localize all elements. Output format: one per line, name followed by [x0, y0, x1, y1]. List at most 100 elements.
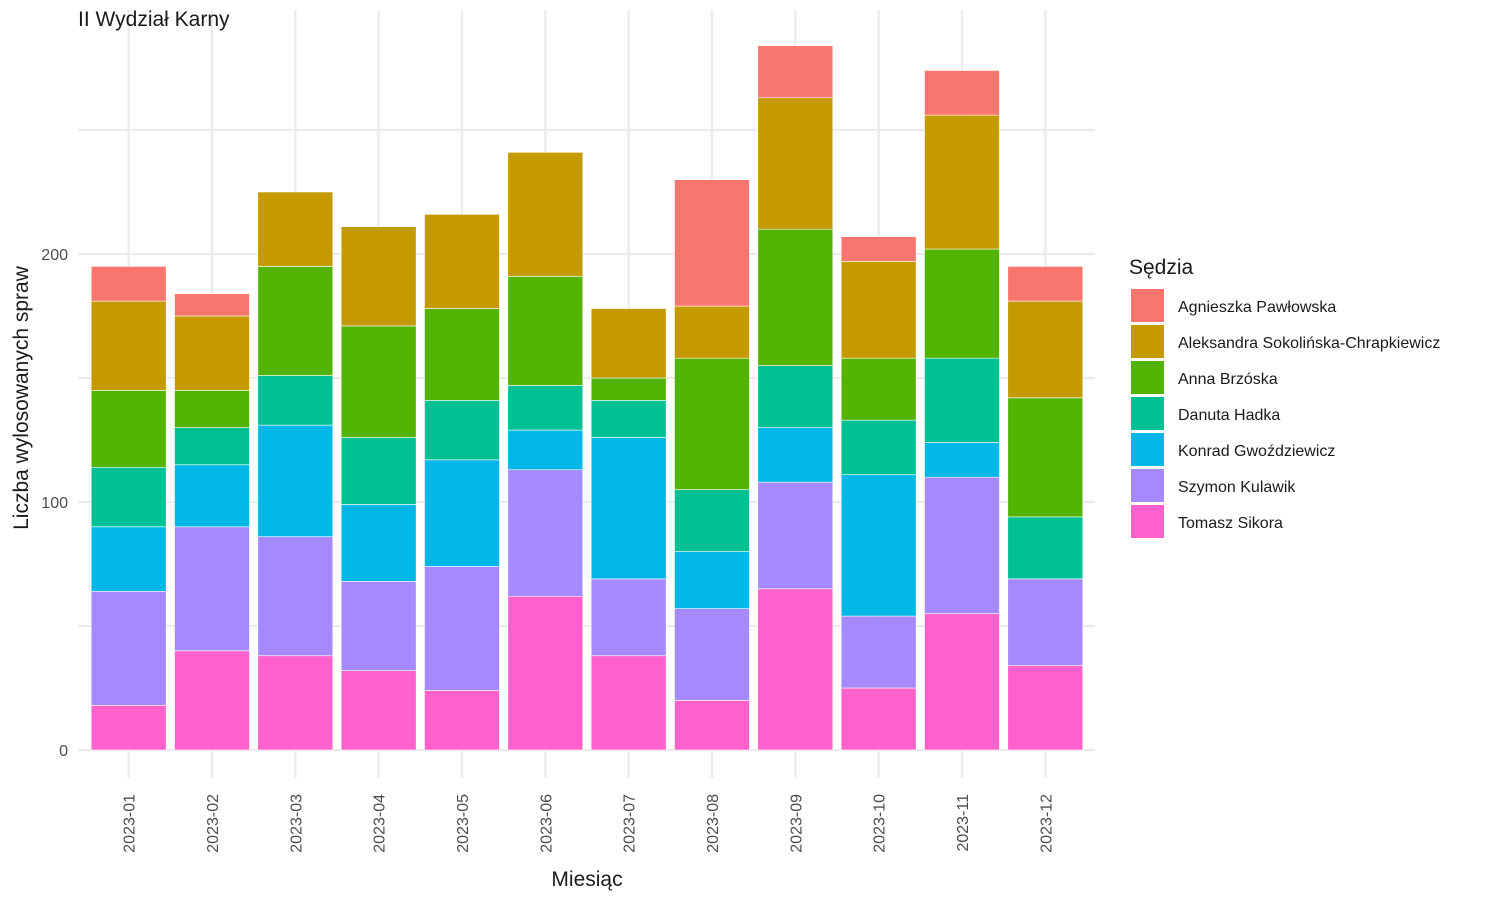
bar-segment [757, 228, 834, 366]
bar-segment [674, 551, 750, 609]
bar-segment [924, 442, 1000, 478]
x-tick-label: 2023-03 [288, 794, 305, 853]
bar-segment [757, 481, 834, 590]
bar-segment [840, 615, 917, 689]
legend-swatch [1131, 397, 1164, 430]
bar-segment [757, 427, 834, 483]
x-tick-label: 2023-10 [872, 794, 889, 853]
bar-segment [257, 536, 334, 657]
bar-segment [924, 70, 1000, 116]
bar-segment [340, 226, 417, 327]
bar-segment [257, 655, 334, 751]
bar-segment [674, 179, 750, 307]
bar-segment [424, 459, 500, 567]
bar-segment [174, 427, 250, 466]
bar-segment [507, 276, 584, 386]
bar-segment [90, 590, 167, 706]
bar-segment [90, 266, 167, 302]
bar-segment [257, 375, 334, 426]
bar-segment [340, 670, 417, 751]
bar-segment [507, 429, 584, 471]
legend-label: Aleksandra Sokolińska-Chrapkiewicz [1178, 335, 1440, 352]
bar-segment [840, 236, 917, 262]
bars [90, 45, 1084, 751]
bar-segment [340, 504, 417, 582]
bar-segment [757, 97, 834, 230]
legend-label: Danuta Hadka [1178, 407, 1280, 424]
bar-segment [257, 424, 334, 538]
bar-segment [90, 300, 167, 391]
bar-segment [757, 588, 834, 751]
y-tick-label: 100 [41, 495, 68, 512]
legend-title: Sędzia [1129, 256, 1194, 279]
y-axis-title: Liczba wylosowanych spraw [10, 265, 33, 530]
bar-segment [90, 526, 167, 592]
bar-segment [174, 650, 250, 751]
legend-label: Szymon Kulawik [1178, 479, 1296, 496]
bar-segment [590, 437, 667, 580]
bar-segment [90, 705, 167, 751]
bar-segment [424, 566, 500, 691]
bar-segment [674, 700, 750, 751]
bar-segment [507, 469, 584, 597]
x-axis-title: Miesiąc [551, 868, 622, 891]
bar-segment [257, 191, 334, 267]
bar-segment [590, 377, 667, 401]
bar-segment [174, 464, 250, 528]
bar-segment [674, 305, 750, 359]
legend-swatch [1131, 361, 1164, 394]
x-tick-label: 2023-08 [705, 794, 722, 853]
bar-segment [340, 581, 417, 671]
bar-segment [1007, 578, 1084, 666]
legend-swatch [1131, 469, 1164, 502]
bar-segment [424, 214, 500, 309]
x-axis-ticks: 2023-01 2023-02 2023-03 2023-04 2023-05 2023-… [122, 794, 1056, 853]
bar-segment [90, 466, 167, 528]
bar-segment [507, 385, 584, 431]
y-tick-label: 0 [59, 743, 68, 760]
bar-segment [924, 476, 1000, 614]
bar-segment [424, 690, 500, 751]
legend-label: Anna Brzóska [1178, 371, 1278, 388]
legend-swatch [1131, 325, 1164, 358]
bar-segment [924, 114, 1000, 250]
bar-segment [674, 357, 750, 490]
bar-segment [174, 293, 250, 317]
bar-segment [840, 261, 917, 359]
x-tick-label: 2023-05 [455, 794, 472, 853]
bar-segment [507, 595, 584, 751]
x-tick-label: 2023-06 [538, 794, 555, 853]
bar-segment [1007, 300, 1084, 399]
bar-segment [757, 365, 834, 428]
bar-segment [840, 357, 917, 421]
y-tick-label: 200 [41, 247, 68, 264]
x-tick-label: 2023-01 [122, 794, 139, 853]
y-axis-ticks: 0 100 200 [41, 247, 68, 760]
x-tick-label: 2023-07 [622, 794, 639, 853]
bar-segment [1007, 266, 1084, 302]
bar-segment [674, 608, 750, 701]
bar-segment [1007, 516, 1084, 580]
bar-segment [840, 474, 917, 617]
bar-segment [924, 248, 1000, 359]
bar-segment [590, 308, 667, 379]
bar-segment [590, 655, 667, 751]
bar-segment [174, 315, 250, 391]
bar-segment [924, 357, 1000, 443]
legend-label: Agnieszka Pawłowska [1178, 299, 1336, 316]
bar-segment [1007, 665, 1084, 751]
bar-segment [340, 325, 417, 438]
bar-segment [840, 687, 917, 751]
legend-label: Konrad Gwoździewicz [1178, 443, 1335, 460]
x-tick-label: 2023-12 [1038, 794, 1055, 853]
bar-segment [340, 437, 417, 505]
legend: Sędzia Agnieszka Pawłowska Aleksandra Sok… [1129, 256, 1440, 538]
legend-swatch [1131, 505, 1164, 538]
x-tick-label: 2023-02 [205, 794, 222, 853]
bar-segment [674, 489, 750, 552]
legend-items: Agnieszka Pawłowska Aleksandra Sokolińska… [1131, 289, 1440, 538]
bar-segment [757, 45, 834, 99]
bar-segment [924, 613, 1000, 751]
